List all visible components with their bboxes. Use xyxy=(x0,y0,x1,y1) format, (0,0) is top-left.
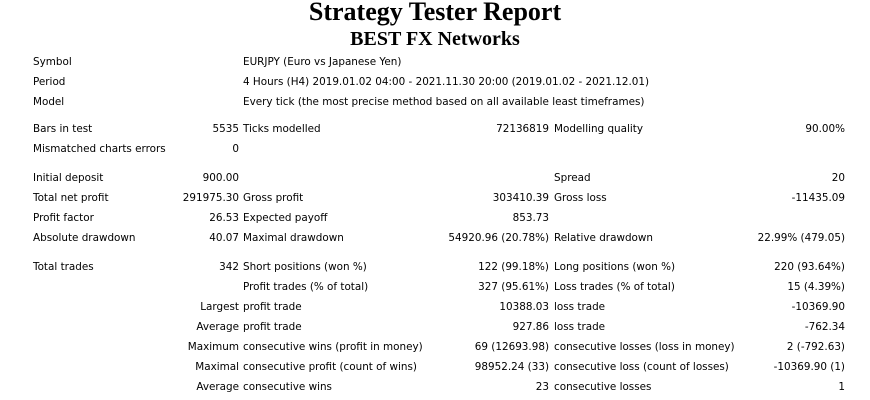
report-subtitle: BEST FX Networks xyxy=(350,28,520,50)
short-positions-label: Short positions (won %) xyxy=(243,261,367,273)
ticks-modelled-label: Ticks modelled xyxy=(243,123,321,135)
maximal-drawdown-label: Maximal drawdown xyxy=(243,232,344,244)
maximal-drawdown-value: 54920.96 (20.78%) xyxy=(448,232,549,244)
absolute-drawdown-label: Absolute drawdown xyxy=(33,232,136,244)
max-consecutive-wins-value: 69 (12693.98) xyxy=(474,341,549,353)
maximal-consecutive-loss-label: consecutive loss (count of losses) xyxy=(554,361,729,373)
average-label: Average xyxy=(196,321,239,333)
mismatched-errors-label: Mismatched charts errors xyxy=(33,143,166,155)
profit-factor-value: 26.53 xyxy=(209,212,239,224)
gross-loss-label: Gross loss xyxy=(554,192,607,204)
short-positions-value: 122 (99.18%) xyxy=(478,261,549,273)
profit-trades-label: Profit trades (% of total) xyxy=(243,281,369,293)
modelling-quality-label: Modelling quality xyxy=(554,123,644,135)
spread-value: 20 xyxy=(831,172,845,184)
average-loss-value: -762.34 xyxy=(804,321,845,333)
avg-consecutive-wins-value: 23 xyxy=(535,381,549,393)
model-value: Every tick (the most precise method base… xyxy=(243,96,645,108)
period-value: 4 Hours (H4) 2019.01.02 04:00 - 2021.11.… xyxy=(243,76,650,88)
average-profit-value: 927.86 xyxy=(512,321,549,333)
loss-trades-label: Loss trades (% of total) xyxy=(554,281,675,293)
ticks-modelled-value: 72136819 xyxy=(496,123,549,135)
symbol-label: Symbol xyxy=(33,56,72,68)
max-consecutive-wins-label: consecutive wins (profit in money) xyxy=(243,341,423,353)
bars-in-test-value: 5535 xyxy=(212,123,239,135)
largest-label: Largest xyxy=(200,301,239,313)
avg-consecutive-losses-label: consecutive losses xyxy=(554,381,652,393)
gross-profit-value: 303410.39 xyxy=(492,192,549,204)
gross-profit-label: Gross profit xyxy=(243,192,304,204)
maximal-label: Maximal xyxy=(195,361,239,373)
average-loss-label: loss trade xyxy=(554,321,606,333)
net-profit-label: Total net profit xyxy=(33,192,109,204)
report-title: Strategy Tester Report xyxy=(308,0,562,26)
relative-drawdown-value: 22.99% (479.05) xyxy=(757,232,845,244)
long-positions-value: 220 (93.64%) xyxy=(774,261,845,273)
initial-deposit-label: Initial deposit xyxy=(33,172,104,184)
largest-loss-value: -10369.90 xyxy=(791,301,845,313)
period-label: Period xyxy=(33,76,66,88)
maximum-label: Maximum xyxy=(187,341,239,353)
bars-in-test-label: Bars in test xyxy=(33,123,93,135)
expected-payoff-value: 853.73 xyxy=(512,212,549,224)
total-trades-value: 342 xyxy=(219,261,239,273)
profit-trades-value: 327 (95.61%) xyxy=(478,281,549,293)
relative-drawdown-label: Relative drawdown xyxy=(554,232,653,244)
average-consecutive-label: Average xyxy=(196,381,239,393)
modelling-quality-value: 90.00% xyxy=(805,123,845,135)
max-consecutive-losses-label: consecutive losses (loss in money) xyxy=(554,341,735,353)
avg-consecutive-losses-value: 1 xyxy=(838,381,845,393)
largest-profit-label: profit trade xyxy=(243,301,302,313)
symbol-value: EURJPY (Euro vs Japanese Yen) xyxy=(243,56,402,68)
net-profit-value: 291975.30 xyxy=(182,192,239,204)
long-positions-label: Long positions (won %) xyxy=(554,261,676,273)
model-label: Model xyxy=(33,96,65,108)
mismatched-errors-value: 0 xyxy=(232,143,239,155)
average-profit-label: profit trade xyxy=(243,321,302,333)
maximal-consecutive-loss-value: -10369.90 (1) xyxy=(773,361,845,373)
max-consecutive-losses-value: 2 (-792.63) xyxy=(786,341,845,353)
expected-payoff-label: Expected payoff xyxy=(243,212,328,224)
initial-deposit-value: 900.00 xyxy=(202,172,239,184)
maximal-consecutive-profit-value: 98952.24 (33) xyxy=(474,361,549,373)
maximal-consecutive-profit-label: consecutive profit (count of wins) xyxy=(243,361,417,373)
profit-factor-label: Profit factor xyxy=(33,212,94,224)
loss-trades-value: 15 (4.39%) xyxy=(787,281,845,293)
largest-loss-label: loss trade xyxy=(554,301,606,313)
gross-loss-value: -11435.09 xyxy=(791,192,845,204)
avg-consecutive-wins-label: consecutive wins xyxy=(243,381,332,393)
total-trades-label: Total trades xyxy=(33,261,94,273)
largest-profit-value: 10388.03 xyxy=(499,301,549,313)
absolute-drawdown-value: 40.07 xyxy=(209,232,239,244)
spread-label: Spread xyxy=(554,172,591,184)
